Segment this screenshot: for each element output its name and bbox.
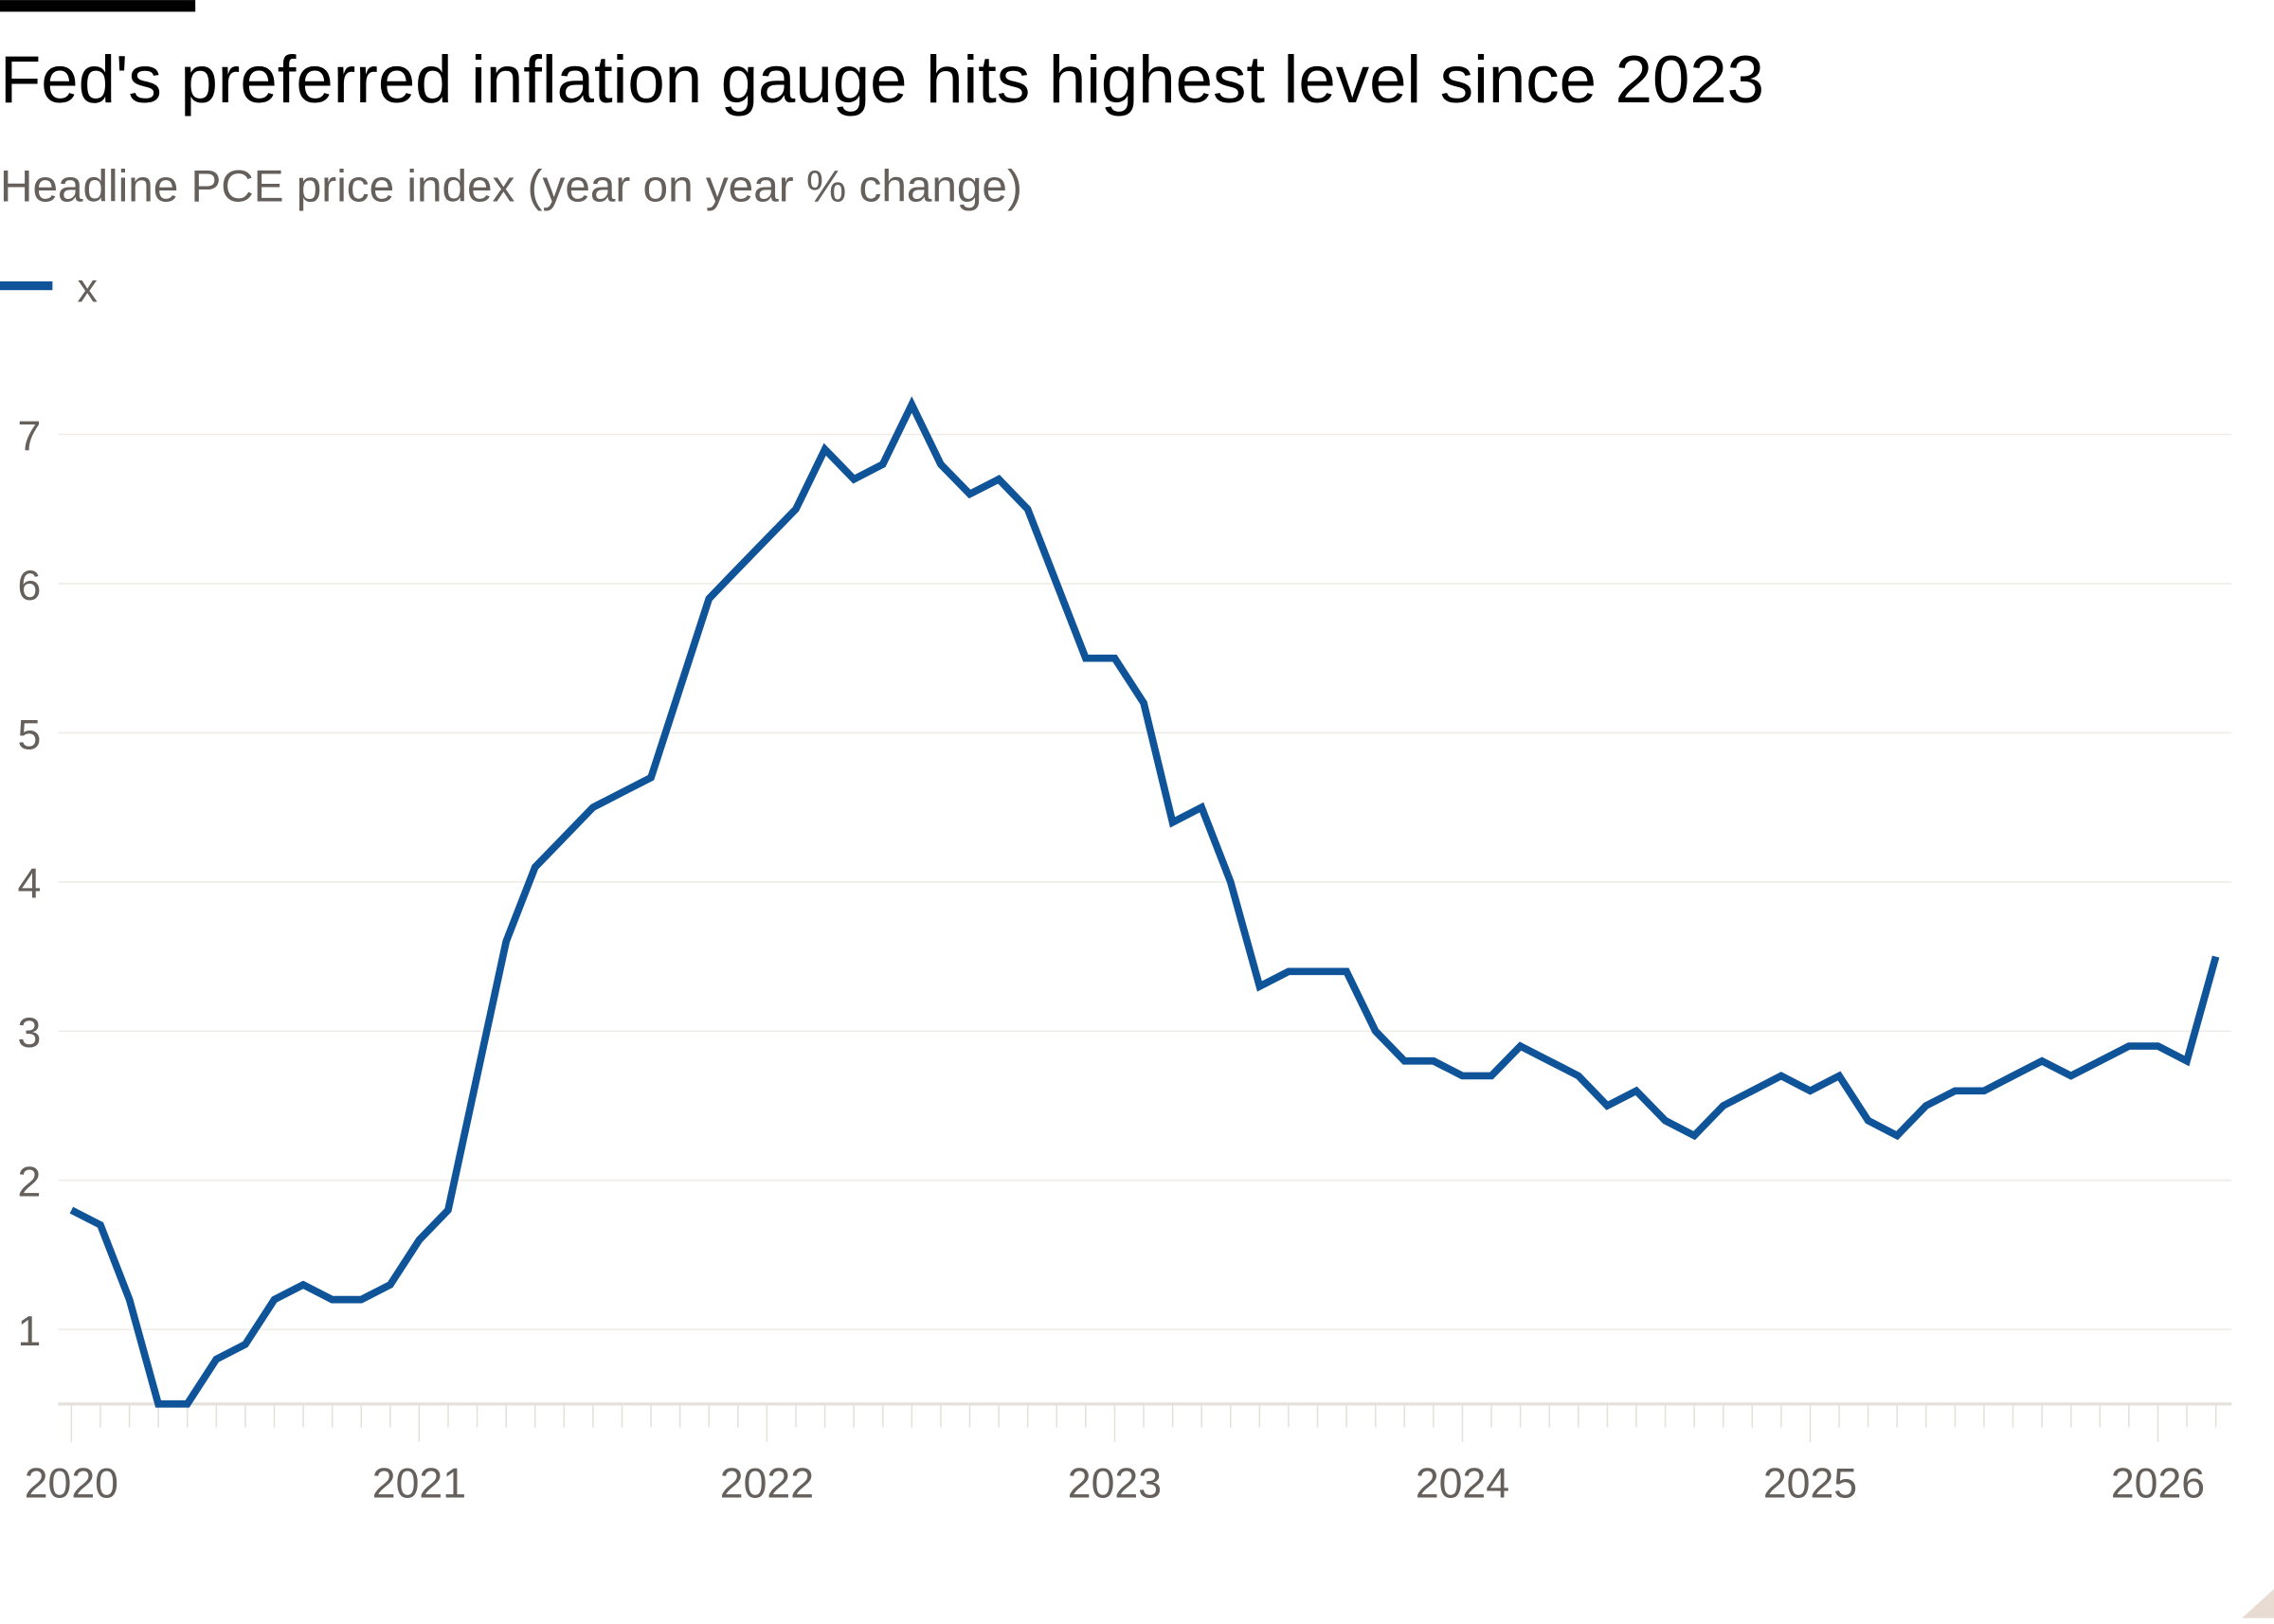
y-tick-label: 2	[17, 1160, 41, 1206]
header-bar	[0, 0, 196, 12]
y-tick-label: 4	[17, 861, 41, 908]
legend-label: x	[78, 266, 99, 312]
chart-subtitle: Headline PCE price index (year on year %…	[0, 161, 1022, 211]
x-tick-label: 2026	[2111, 1460, 2205, 1507]
y-tick-label: 5	[17, 712, 41, 758]
x-tick-label: 2025	[1763, 1460, 1857, 1507]
chart-title: Fed's preferred inflation gauge hits hig…	[0, 42, 1764, 117]
y-axis: 1 2 3 4 5 6 7	[17, 413, 41, 1355]
y-tick-label: 1	[17, 1308, 41, 1355]
series-line-x	[69, 396, 2220, 1408]
y-tick-label: 7	[17, 413, 41, 460]
legend: x	[0, 266, 99, 312]
series-lines	[69, 396, 2220, 1408]
x-tick-label: 2021	[372, 1460, 466, 1507]
x-tick-label: 2024	[1416, 1460, 1509, 1507]
y-tick-label: 3	[17, 1010, 41, 1056]
x-tick-label: 2022	[720, 1460, 814, 1507]
x-tick-label: 2020	[25, 1460, 118, 1507]
legend-swatch	[0, 281, 53, 291]
x-tick-label: 2023	[1068, 1460, 1162, 1507]
x-axis: 2020 2021 2022 2023 2024 2025 2026	[25, 1402, 2232, 1507]
gridlines	[58, 433, 2232, 1330]
corner-mark	[2242, 1589, 2274, 1618]
y-tick-label: 6	[17, 563, 41, 609]
